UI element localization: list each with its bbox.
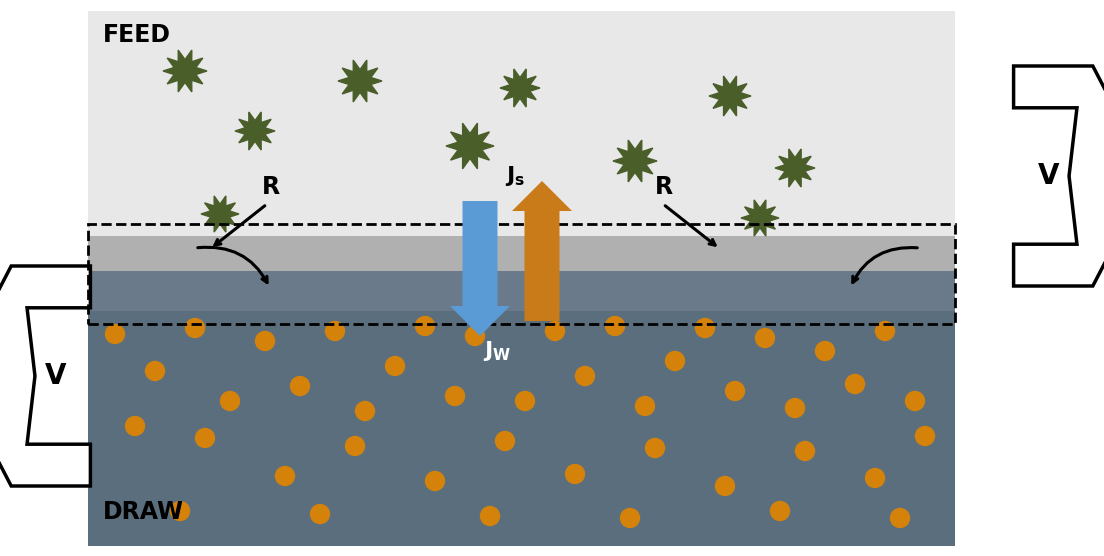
Circle shape	[725, 381, 744, 400]
Circle shape	[425, 471, 445, 490]
Polygon shape	[338, 60, 382, 102]
Circle shape	[565, 464, 584, 484]
Circle shape	[415, 316, 435, 335]
Circle shape	[696, 319, 714, 337]
Circle shape	[620, 509, 639, 528]
FancyArrow shape	[450, 201, 510, 336]
Polygon shape	[1013, 66, 1104, 286]
Circle shape	[875, 321, 894, 340]
Circle shape	[195, 429, 214, 448]
Circle shape	[755, 329, 775, 348]
Text: R: R	[655, 175, 673, 199]
Polygon shape	[163, 50, 208, 92]
Bar	[88, 236, 955, 271]
Circle shape	[605, 316, 625, 335]
Circle shape	[516, 391, 534, 410]
Circle shape	[575, 366, 594, 385]
Polygon shape	[613, 140, 657, 182]
Polygon shape	[775, 149, 815, 187]
Polygon shape	[446, 123, 493, 169]
Circle shape	[446, 386, 465, 405]
Circle shape	[905, 391, 924, 410]
Text: DRAW: DRAW	[103, 500, 184, 524]
Circle shape	[480, 507, 499, 525]
Circle shape	[866, 469, 884, 488]
Circle shape	[276, 466, 295, 485]
Circle shape	[796, 441, 815, 460]
Circle shape	[771, 502, 789, 520]
Circle shape	[846, 375, 864, 394]
Circle shape	[385, 356, 404, 375]
Text: FEED: FEED	[103, 23, 171, 47]
Circle shape	[106, 325, 125, 344]
Text: V: V	[44, 362, 66, 390]
Polygon shape	[235, 112, 275, 150]
Circle shape	[146, 361, 164, 380]
Circle shape	[466, 326, 485, 345]
Text: V: V	[1038, 162, 1060, 190]
Circle shape	[636, 396, 655, 415]
Polygon shape	[500, 69, 540, 107]
Bar	[88, 271, 955, 311]
Polygon shape	[201, 196, 238, 232]
Circle shape	[355, 401, 374, 420]
Circle shape	[290, 376, 309, 395]
Polygon shape	[709, 76, 751, 116]
Polygon shape	[0, 266, 91, 486]
Circle shape	[891, 509, 910, 528]
Circle shape	[221, 391, 240, 410]
FancyArrow shape	[512, 181, 572, 321]
Circle shape	[816, 341, 835, 360]
Circle shape	[326, 321, 344, 340]
Text: $\mathbf{J_W}$: $\mathbf{J_W}$	[482, 339, 511, 363]
Bar	[88, 311, 955, 546]
Circle shape	[185, 319, 204, 337]
Bar	[88, 224, 955, 324]
Text: $\mathbf{J_s}$: $\mathbf{J_s}$	[505, 164, 526, 188]
Circle shape	[545, 321, 564, 340]
Circle shape	[255, 331, 275, 350]
Circle shape	[496, 431, 514, 450]
Bar	[88, 11, 955, 236]
Circle shape	[715, 476, 734, 495]
Circle shape	[346, 436, 364, 455]
Text: R: R	[262, 175, 280, 199]
Circle shape	[646, 439, 665, 458]
Circle shape	[170, 502, 190, 520]
Circle shape	[786, 399, 805, 418]
Circle shape	[666, 351, 684, 370]
Circle shape	[126, 416, 145, 435]
Circle shape	[310, 504, 329, 524]
Polygon shape	[741, 200, 779, 236]
Circle shape	[915, 426, 934, 445]
